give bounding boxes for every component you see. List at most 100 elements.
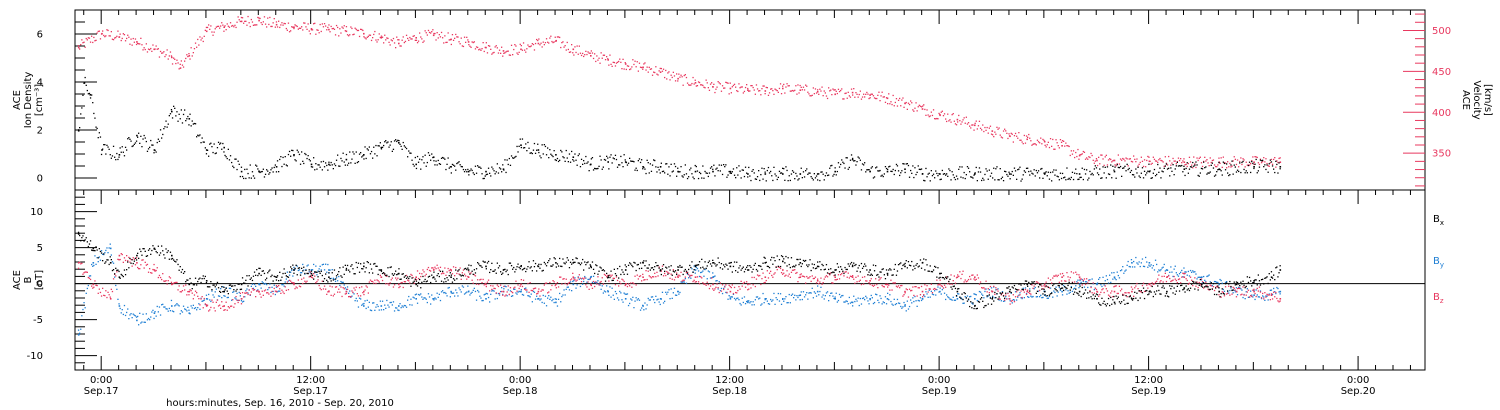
- bx-series-point: [98, 248, 100, 250]
- velocity-series-point: [270, 25, 272, 28]
- bx-series-point: [94, 250, 96, 252]
- velocity-series-point: [960, 123, 962, 125]
- bx-series-point: [146, 255, 149, 257]
- velocity-series-point: [486, 52, 489, 54]
- by-series-point: [912, 297, 914, 299]
- by-series-point: [825, 292, 828, 294]
- by-series-point: [729, 298, 732, 300]
- bz-series-point: [576, 279, 578, 281]
- bz-series-point: [846, 276, 848, 278]
- velocity-series-point: [1229, 162, 1231, 165]
- density-series-point: [474, 165, 477, 167]
- bz-series-point: [240, 298, 243, 300]
- density-series-point: [855, 164, 857, 166]
- by-series-point: [513, 288, 515, 290]
- velocity-series-point: [217, 25, 220, 27]
- bz-series-point: [365, 285, 367, 287]
- density-series-point: [1164, 165, 1166, 167]
- density-series-point: [689, 169, 691, 171]
- by-series-point: [269, 283, 271, 285]
- velocity-series-point: [694, 82, 697, 84]
- by-series-point: [674, 294, 677, 296]
- density-series-point: [1255, 158, 1257, 161]
- bz-series-point: [517, 284, 519, 286]
- density-series-point: [788, 175, 790, 177]
- by-series-point: [1143, 265, 1146, 268]
- by-series-point: [860, 303, 863, 305]
- by-series-point: [569, 281, 572, 283]
- bz-series-point: [1086, 278, 1088, 280]
- bz-series-point: [482, 278, 484, 281]
- density-series-point: [379, 142, 381, 144]
- velocity-series-point: [448, 39, 450, 41]
- by-series-point: [423, 297, 425, 299]
- bz-series-point: [755, 278, 758, 280]
- velocity-series-point: [301, 26, 303, 28]
- by-series-point: [1219, 278, 1221, 281]
- bz-series-point: [231, 305, 233, 307]
- bz-series-point: [965, 281, 967, 283]
- bz-series-point: [212, 301, 214, 303]
- by-series-point: [322, 263, 325, 265]
- by-series-point: [591, 281, 594, 283]
- bz-series-point: [555, 287, 557, 289]
- bz-series-point: [906, 289, 908, 291]
- density-series-point: [1191, 166, 1193, 168]
- density-series-point: [1104, 166, 1106, 168]
- density-series-point: [963, 171, 965, 174]
- bz-series-point: [363, 293, 365, 296]
- bz-series-point: [304, 280, 306, 282]
- bz-series-point: [399, 285, 401, 288]
- density-series-point: [297, 151, 299, 153]
- velocity-series-point: [590, 55, 592, 57]
- velocity-series-point: [589, 52, 591, 54]
- by-series-point: [409, 304, 411, 306]
- density-series-point: [790, 173, 793, 175]
- velocity-series-point: [983, 130, 985, 133]
- bz-series-point: [596, 283, 598, 285]
- bx-series-point: [154, 248, 156, 250]
- bz-series-point: [1031, 284, 1033, 286]
- by-series-point: [556, 305, 559, 307]
- density-series-point: [84, 76, 86, 79]
- velocity-series-point: [981, 129, 983, 131]
- velocity-series-point: [101, 32, 103, 35]
- left-tick-label: -5: [33, 315, 43, 326]
- density-series-point: [861, 163, 864, 165]
- density-series-point: [1154, 175, 1157, 177]
- density-series-point: [1126, 163, 1128, 165]
- by-series-point: [533, 291, 536, 293]
- bx-series-point: [290, 266, 292, 268]
- bz-series-point: [798, 276, 800, 279]
- velocity-series-point: [599, 62, 601, 64]
- by-series-point: [401, 305, 403, 307]
- velocity-series-point: [166, 49, 168, 51]
- bx-series-point: [104, 262, 106, 264]
- bz-series-point: [520, 279, 522, 281]
- bz-series-point: [299, 286, 302, 288]
- by-series-point: [551, 300, 553, 302]
- density-series-point: [801, 177, 803, 179]
- bx-series-point: [270, 275, 272, 278]
- velocity-series-point: [411, 38, 413, 40]
- bz-series-point: [1007, 292, 1009, 295]
- by-series-point: [945, 298, 947, 301]
- by-series-point: [1019, 292, 1021, 294]
- velocity-series-point: [392, 37, 395, 40]
- density-series-point: [317, 164, 319, 166]
- by-series-point: [863, 297, 865, 299]
- density-series-point: [1162, 171, 1164, 173]
- by-series-point: [1046, 297, 1048, 299]
- velocity-series-point: [1112, 160, 1114, 162]
- bz-series-point: [816, 280, 819, 282]
- velocity-series-point: [460, 37, 462, 39]
- density-series-point: [1021, 178, 1023, 180]
- density-series-point: [1087, 179, 1089, 181]
- velocity-series-point: [477, 46, 479, 49]
- density-series-point: [624, 159, 626, 161]
- velocity-series-point: [238, 19, 240, 21]
- velocity-series-point: [1122, 157, 1124, 160]
- velocity-series-point: [179, 67, 182, 69]
- bz-series-point: [425, 273, 427, 275]
- velocity-series-point: [762, 85, 764, 87]
